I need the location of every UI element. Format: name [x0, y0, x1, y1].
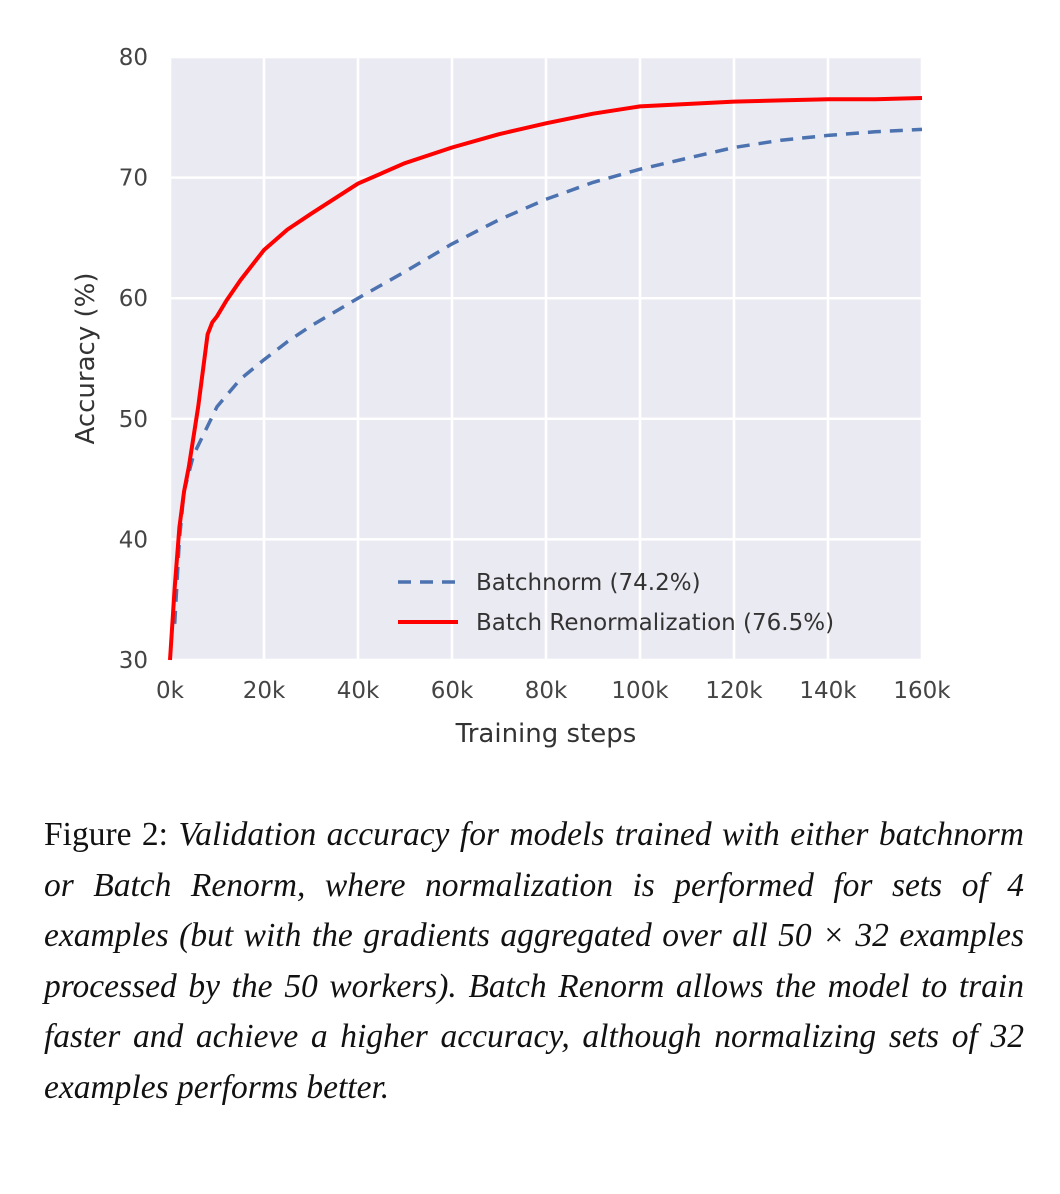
x-tick-label: 60k: [431, 678, 474, 704]
grid-lines: [168, 55, 924, 662]
legend-label: Batchnorm (74.2%): [476, 570, 701, 596]
x-axis-label: Training steps: [455, 719, 637, 749]
caption-text: Validation accuracy for models trained w…: [44, 816, 1024, 1106]
x-tick-label: 140k: [799, 678, 857, 704]
x-tick-label: 0k: [156, 678, 185, 704]
y-tick-label: 30: [119, 648, 148, 674]
chart: 0k 20k 40k 60k 80k 100k 120k 140k 160k 30 40 50 60 70…: [71, 45, 952, 749]
x-tick-label: 40k: [337, 678, 380, 704]
y-axis-label: Accuracy (%): [71, 273, 101, 445]
legend-label: Batch Renormalization (76.5%): [476, 610, 834, 636]
legend: Batchnorm (74.2%) Batch Renormalization (…: [398, 570, 834, 636]
x-tick-label: 160k: [893, 678, 951, 704]
tick-labels: 0k 20k 40k 60k 80k 100k 120k 140k 160k 30 40 50 60 70…: [119, 45, 952, 704]
series-layer: [168, 96, 923, 661]
y-tick-label: 80: [119, 45, 148, 71]
caption-label: Figure 2:: [44, 816, 168, 853]
series-line: [172, 127, 923, 624]
series-line: [168, 96, 923, 661]
x-tick-label: 120k: [705, 678, 763, 704]
x-tick-label: 80k: [525, 678, 568, 704]
y-tick-label: 50: [119, 407, 148, 433]
x-tick-label: 20k: [243, 678, 286, 704]
figure-caption: Figure 2: Validation accuracy for models…: [44, 810, 1024, 1113]
y-tick-label: 70: [119, 166, 148, 192]
x-tick-label: 100k: [611, 678, 669, 704]
y-tick-label: 40: [119, 527, 148, 553]
y-tick-label: 60: [119, 286, 148, 312]
